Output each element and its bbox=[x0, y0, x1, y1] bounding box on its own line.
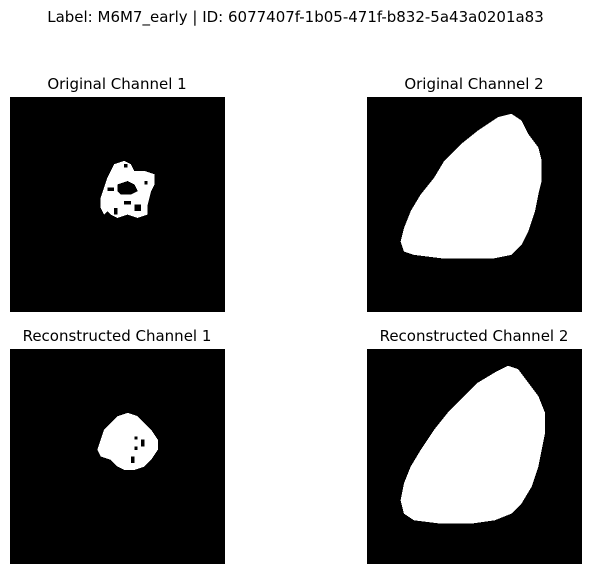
mask-foreground bbox=[100, 160, 155, 218]
mask-foreground bbox=[400, 365, 546, 524]
reconstructed-channel-2-mask bbox=[367, 349, 582, 564]
panel-title-reconstructed-channel-2: Reconstructed Channel 2 bbox=[379, 327, 569, 345]
panel-title-original-channel-2: Original Channel 2 bbox=[404, 75, 544, 93]
mask-foreground bbox=[400, 113, 542, 259]
original-channel-2-mask bbox=[367, 97, 582, 312]
figure-suptitle: Label: M6M7_early | ID: 6077407f-1b05-47… bbox=[47, 8, 544, 26]
mask-foreground bbox=[97, 412, 158, 470]
original-channel-1-mask bbox=[10, 97, 225, 312]
panel-title-reconstructed-channel-1: Reconstructed Channel 1 bbox=[22, 327, 212, 345]
panel-title-original-channel-1: Original Channel 1 bbox=[47, 75, 187, 93]
reconstructed-channel-1-mask bbox=[10, 349, 225, 564]
